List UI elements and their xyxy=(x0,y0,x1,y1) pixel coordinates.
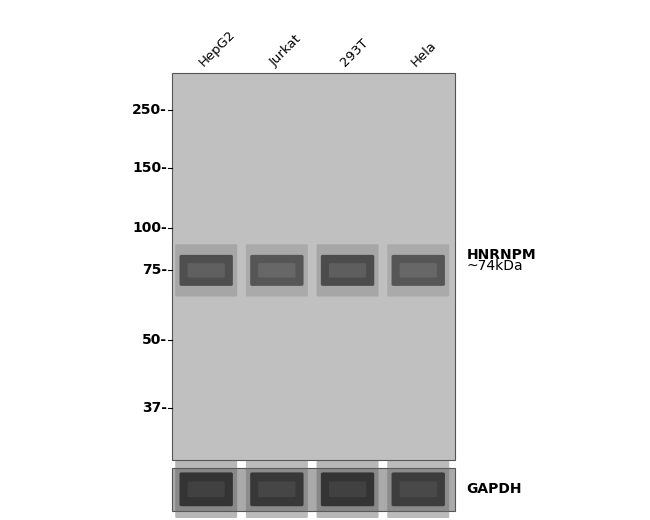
FancyBboxPatch shape xyxy=(176,244,237,296)
Text: Hela: Hela xyxy=(409,38,439,69)
Text: Jurkat: Jurkat xyxy=(268,32,304,69)
FancyBboxPatch shape xyxy=(329,263,366,278)
FancyBboxPatch shape xyxy=(179,472,233,506)
Text: HNRNPM: HNRNPM xyxy=(466,248,536,262)
FancyBboxPatch shape xyxy=(258,482,296,497)
FancyBboxPatch shape xyxy=(188,482,225,497)
Text: 293T: 293T xyxy=(339,36,371,69)
FancyBboxPatch shape xyxy=(391,472,445,506)
FancyBboxPatch shape xyxy=(400,263,437,278)
Text: 50-: 50- xyxy=(142,333,167,347)
FancyBboxPatch shape xyxy=(250,472,304,506)
Bar xyxy=(172,468,455,511)
Text: 37-: 37- xyxy=(142,401,167,415)
FancyBboxPatch shape xyxy=(329,482,366,497)
FancyBboxPatch shape xyxy=(176,461,237,518)
Text: GAPDH: GAPDH xyxy=(466,483,522,496)
Text: HepG2: HepG2 xyxy=(197,28,239,69)
FancyBboxPatch shape xyxy=(387,244,449,296)
Text: 75-: 75- xyxy=(142,263,167,277)
FancyBboxPatch shape xyxy=(387,461,449,518)
FancyBboxPatch shape xyxy=(400,482,437,497)
Text: 150-: 150- xyxy=(132,161,167,175)
FancyBboxPatch shape xyxy=(250,255,304,286)
FancyBboxPatch shape xyxy=(246,461,308,518)
Bar xyxy=(172,73,455,460)
FancyBboxPatch shape xyxy=(246,244,308,296)
FancyBboxPatch shape xyxy=(321,472,374,506)
Text: ~74kDa: ~74kDa xyxy=(466,259,523,273)
FancyBboxPatch shape xyxy=(317,461,378,518)
FancyBboxPatch shape xyxy=(317,244,378,296)
FancyBboxPatch shape xyxy=(258,263,296,278)
Text: 250-: 250- xyxy=(132,102,167,116)
FancyBboxPatch shape xyxy=(188,263,225,278)
FancyBboxPatch shape xyxy=(179,255,233,286)
FancyBboxPatch shape xyxy=(321,255,374,286)
Text: 100-: 100- xyxy=(133,221,167,235)
FancyBboxPatch shape xyxy=(391,255,445,286)
